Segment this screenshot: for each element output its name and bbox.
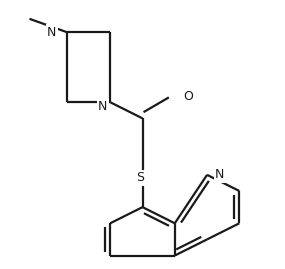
Text: N: N	[98, 100, 107, 113]
Text: N: N	[215, 168, 225, 181]
Text: O: O	[183, 90, 193, 103]
Text: S: S	[136, 171, 144, 184]
Text: N: N	[47, 26, 56, 39]
